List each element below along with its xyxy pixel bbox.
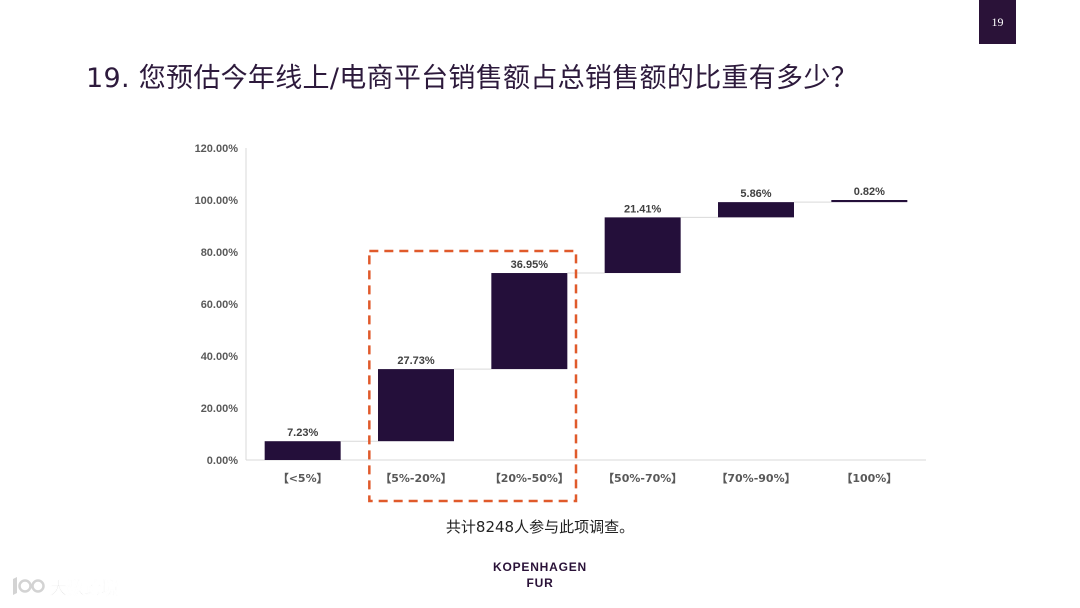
page-number-badge: 19	[979, 0, 1016, 44]
y-tick-label: 40.00%	[201, 351, 239, 363]
kopenhagen-fur-logo: KOPENHAGEN FUR	[470, 559, 610, 591]
watermark-text: 大数跨境	[50, 578, 119, 599]
data-label: 27.73%	[397, 355, 435, 367]
data-label: 21.41%	[624, 203, 662, 215]
y-tick-label: 60.00%	[201, 299, 239, 311]
watermark: 大数跨境	[10, 574, 119, 599]
highlight-box	[368, 249, 578, 503]
waterfall-bar	[264, 441, 341, 460]
waterfall-bar	[378, 369, 454, 442]
data-label: 36.95%	[511, 259, 549, 271]
y-tick-label: 120.00%	[195, 143, 239, 155]
x-tick-label: 【50%-70%】	[603, 472, 682, 485]
data-label: 0.82%	[854, 186, 885, 198]
x-tick-label: 【<5%】	[278, 472, 328, 485]
y-tick-label: 100.00%	[195, 195, 239, 207]
waterfall-bar	[718, 202, 794, 218]
x-tick-label: 【70%-90%】	[716, 472, 795, 485]
logo-line-1: KOPENHAGEN	[492, 560, 587, 574]
data-label: 5.86%	[740, 188, 771, 200]
y-tick-label: 20.00%	[201, 403, 239, 415]
x-tick-label: 【100%】	[841, 472, 897, 485]
y-tick-label: 80.00%	[201, 247, 239, 259]
y-tick-label: 0.00%	[207, 455, 238, 467]
data-label: 7.23%	[287, 427, 318, 439]
slide-title: 19. 您预估今年线上/电商平台销售额占总销售额的比重有多少？	[86, 63, 858, 94]
survey-footnote: 共计8248人参与此项调查。	[445, 518, 635, 536]
watermark-logo-icon	[13, 577, 45, 595]
x-tick-label: 【5%-20%】	[380, 472, 452, 485]
waterfall-bar	[831, 200, 908, 203]
waterfall-bar	[491, 273, 568, 370]
logo-line-2: FUR	[526, 576, 554, 590]
waterfall-bar	[604, 217, 681, 274]
x-tick-label: 【20%-50%】	[490, 472, 569, 485]
